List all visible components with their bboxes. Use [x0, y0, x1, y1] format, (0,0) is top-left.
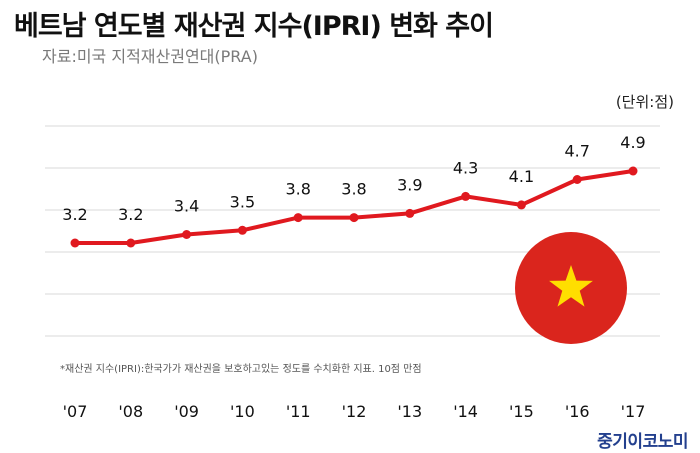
data-point [405, 208, 415, 218]
chart-title: 베트남 연도별 재산권 지수(IPRI) 변화 추이 [14, 11, 494, 42]
footnote: *재산권 지수(IPRI):한국가가 재산권을 보호하고있는 정도를 수치화한 … [60, 364, 422, 375]
x-axis-ticks: '07 '08 '09 '10 '11 '12 '13 '14 '15 '16 '17 [63, 402, 646, 421]
series-group [70, 166, 638, 248]
data-point [182, 230, 192, 239]
x-tick-label: '07 [63, 402, 88, 421]
data-label: 3.9 [397, 175, 422, 194]
data-labels: 3.2 3.2 3.4 3.5 3.8 3.8 3.9 4.3 4.1 4.7 4.9 [62, 133, 645, 224]
x-tick-label: '15 [509, 402, 534, 421]
unit-label: (단위:점) [615, 93, 674, 111]
data-point [572, 175, 582, 184]
data-point [237, 225, 247, 235]
x-tick-label: '11 [286, 402, 311, 421]
data-label: 3.4 [174, 197, 199, 216]
data-label: 3.2 [62, 205, 87, 224]
data-point [349, 213, 359, 223]
x-tick-label: '16 [565, 402, 590, 421]
data-label: 3.8 [341, 180, 366, 199]
data-point [461, 191, 471, 201]
data-point [126, 238, 136, 248]
x-tick-label: '09 [174, 402, 199, 421]
data-label: 4.1 [509, 167, 534, 186]
x-tick-label: '14 [453, 402, 478, 421]
data-label: 4.7 [564, 142, 589, 161]
brand-logo: 중기이코노미 [597, 432, 688, 452]
data-label: 3.5 [230, 192, 255, 211]
source-note: 자료:미국 지적재산권연대(PRA) [42, 47, 258, 66]
flag-star-icon [549, 265, 593, 307]
x-tick-label: '17 [621, 402, 646, 421]
data-label: 4.9 [620, 133, 645, 152]
data-point [293, 213, 303, 223]
x-tick-label: '12 [342, 402, 367, 421]
data-point [70, 238, 80, 248]
data-point [516, 200, 526, 210]
x-tick-label: '08 [118, 402, 143, 421]
x-tick-label: '13 [397, 402, 422, 421]
x-tick-label: '10 [230, 402, 255, 421]
data-label: 3.2 [118, 205, 143, 224]
data-label: 4.3 [453, 158, 478, 177]
vietnam-flag-icon [515, 232, 627, 344]
data-label: 3.8 [285, 180, 310, 199]
data-point [628, 166, 638, 176]
